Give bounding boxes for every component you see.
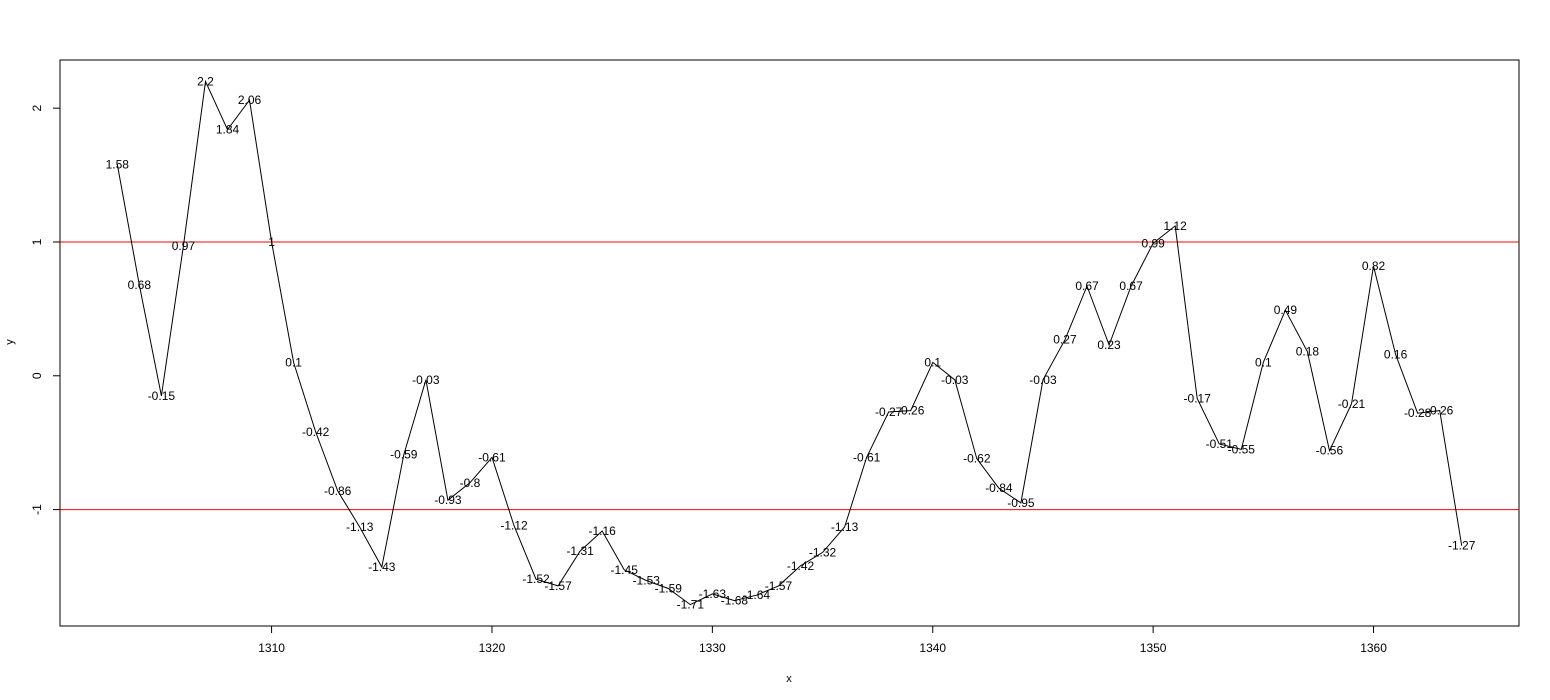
data-label: -1.13 bbox=[346, 520, 374, 534]
data-label: 0.97 bbox=[172, 239, 196, 253]
data-label: -0.93 bbox=[434, 493, 462, 507]
x-tick-label: 1320 bbox=[479, 641, 506, 655]
data-label: -1.71 bbox=[677, 598, 705, 612]
x-tick-label: 1330 bbox=[699, 641, 726, 655]
data-label: -0.21 bbox=[1338, 397, 1366, 411]
x-tick-label: 1310 bbox=[258, 641, 285, 655]
data-label: 0.27 bbox=[1053, 333, 1077, 347]
data-label: 0.23 bbox=[1097, 338, 1121, 352]
data-label: -1.16 bbox=[588, 524, 616, 538]
data-label: -1.52 bbox=[522, 572, 550, 586]
data-label: 1.84 bbox=[216, 123, 240, 137]
data-label: 0.16 bbox=[1384, 347, 1408, 361]
y-tick-label: 1 bbox=[30, 238, 44, 245]
data-label: 0.67 bbox=[1075, 279, 1099, 293]
y-tick-label: 2 bbox=[30, 105, 44, 112]
data-label: -0.42 bbox=[302, 425, 330, 439]
data-label: -1.27 bbox=[1448, 539, 1476, 553]
data-label: -1.64 bbox=[743, 588, 771, 602]
data-label: 0.68 bbox=[128, 278, 152, 292]
y-axis: -1 0 1 2 bbox=[30, 105, 60, 515]
data-label: -0.28 bbox=[1404, 406, 1432, 420]
y-tick-label: -1 bbox=[30, 504, 44, 515]
data-label: -1.59 bbox=[655, 582, 683, 596]
data-label: -1.43 bbox=[368, 560, 396, 574]
data-label: 1.12 bbox=[1164, 219, 1188, 233]
data-label: -0.26 bbox=[1426, 404, 1454, 418]
data-label: 1 bbox=[268, 235, 275, 249]
data-label: -0.86 bbox=[324, 484, 352, 498]
data-label: 0.67 bbox=[1119, 279, 1143, 293]
data-label: -0.95 bbox=[1007, 496, 1035, 510]
data-label: -0.15 bbox=[148, 389, 176, 403]
data-label: -0.61 bbox=[853, 450, 881, 464]
data-label: -0.61 bbox=[478, 450, 506, 464]
y-axis-title: y bbox=[4, 339, 16, 345]
data-label: -0.17 bbox=[1184, 392, 1212, 406]
data-label: -1.45 bbox=[611, 563, 639, 577]
series-line bbox=[116, 79, 1463, 606]
data-label: -0.03 bbox=[941, 373, 969, 387]
data-label: -0.03 bbox=[412, 373, 440, 387]
x-tick-label: 1360 bbox=[1360, 641, 1387, 655]
data-label: -0.84 bbox=[985, 481, 1013, 495]
data-label: 2.2 bbox=[197, 74, 214, 88]
data-label: -1.68 bbox=[721, 594, 749, 608]
x-tick-label: 1340 bbox=[919, 641, 946, 655]
data-label: -1.53 bbox=[633, 574, 661, 588]
data-labels: 1.58 0.68 -0.15 0.97 2.2 1.84 2.06 1 0.1 -0.42 -0.… bbox=[106, 74, 1476, 611]
data-label: -1.31 bbox=[566, 544, 594, 558]
data-label: 0.82 bbox=[1362, 259, 1386, 273]
data-label: -1.42 bbox=[787, 559, 815, 573]
data-label: -0.27 bbox=[875, 405, 903, 419]
x-axis-title: x bbox=[786, 673, 792, 685]
data-label: 0.1 bbox=[924, 355, 941, 369]
data-label: -1.57 bbox=[765, 579, 793, 593]
data-label: -1.32 bbox=[809, 545, 837, 559]
reference-lines bbox=[60, 241, 1519, 511]
x-axis: 1310 1320 1330 1340 1350 1360 bbox=[258, 626, 1387, 655]
data-label: -1.12 bbox=[500, 519, 528, 533]
data-label: -1.13 bbox=[831, 520, 859, 534]
data-label: 0.49 bbox=[1274, 303, 1298, 317]
y-tick-label: 0 bbox=[30, 372, 44, 379]
plot-frame bbox=[59, 59, 1520, 627]
data-label: 1.58 bbox=[106, 157, 130, 171]
x-tick-label: 1350 bbox=[1140, 641, 1167, 655]
data-label: -0.55 bbox=[1228, 442, 1256, 456]
data-label: 0.99 bbox=[1141, 236, 1165, 250]
data-label: 0.1 bbox=[1255, 355, 1272, 369]
data-label: -1.63 bbox=[699, 587, 727, 601]
data-label: -0.62 bbox=[963, 452, 991, 466]
data-label: -0.59 bbox=[390, 448, 418, 462]
data-label: -1.57 bbox=[544, 579, 572, 593]
data-label: 0.18 bbox=[1296, 345, 1320, 359]
data-label: -0.51 bbox=[1206, 437, 1234, 451]
data-label: -0.8 bbox=[460, 476, 481, 490]
data-label: 2.06 bbox=[238, 93, 262, 107]
data-label: -0.26 bbox=[897, 404, 925, 418]
data-label: -0.56 bbox=[1316, 444, 1344, 458]
data-label: 0.1 bbox=[285, 355, 302, 369]
data-label: -0.03 bbox=[1029, 373, 1057, 387]
